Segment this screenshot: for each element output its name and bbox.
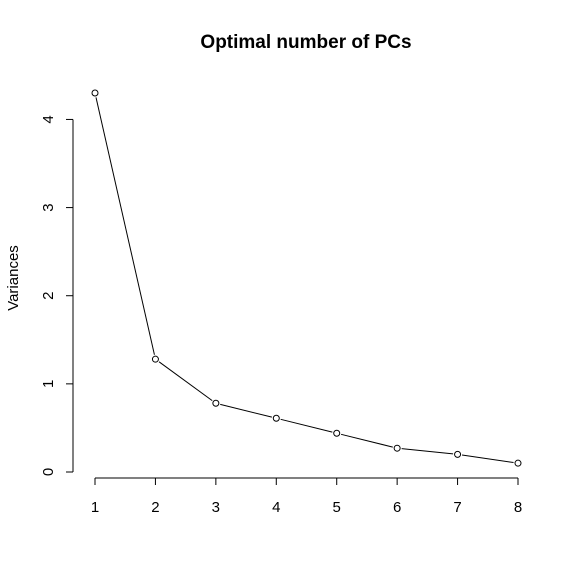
y-axis-label: Variances <box>5 245 22 311</box>
y-tick-label: 2 <box>40 292 57 300</box>
x-tick-label: 1 <box>91 499 99 516</box>
series-segment <box>220 403 273 418</box>
y-axis-ticks: 0 1 2 3 4 <box>40 115 73 476</box>
series-segment <box>158 361 213 402</box>
series-segment <box>401 448 454 455</box>
data-point <box>212 399 220 407</box>
x-tick-label: 2 <box>151 499 159 516</box>
x-tick-label: 5 <box>333 499 341 516</box>
x-tick-label: 6 <box>393 499 401 516</box>
series-segment <box>280 418 333 433</box>
y-tick-label: 4 <box>40 115 57 123</box>
data-point <box>393 444 401 452</box>
data-point <box>514 459 522 467</box>
y-tick-label: 0 <box>40 468 57 476</box>
x-tick-label: 4 <box>272 499 280 516</box>
x-tick-label: 7 <box>453 499 461 516</box>
y-tick-label: 3 <box>40 203 57 211</box>
series-segment <box>461 454 514 464</box>
data-point <box>151 355 159 363</box>
x-tick-label: 8 <box>514 499 522 516</box>
x-tick-label: 3 <box>212 499 220 516</box>
y-tick-label: 1 <box>40 380 57 388</box>
data-point <box>454 450 462 458</box>
series-group <box>95 97 514 464</box>
data-points <box>91 89 522 467</box>
series-segment <box>95 97 155 355</box>
series-segment <box>340 433 393 448</box>
data-point <box>91 89 99 97</box>
data-point <box>333 429 341 437</box>
data-point <box>272 414 280 422</box>
chart-title: Optimal number of PCs <box>200 32 411 53</box>
x-axis-ticks: 1 2 3 4 5 6 7 8 <box>91 478 522 516</box>
